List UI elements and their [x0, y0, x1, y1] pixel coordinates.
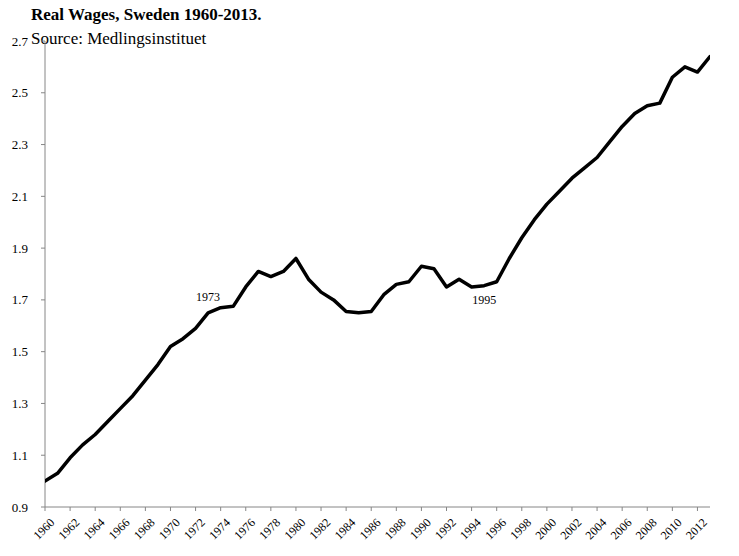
- x-tick: [546, 507, 547, 511]
- x-tick: [346, 507, 347, 511]
- x-tick-label: 1960: [30, 515, 57, 542]
- x-tick: [45, 507, 46, 511]
- x-tick: [220, 507, 221, 511]
- chart: Real Wages, Sweden 1960-2013. Source: Med…: [0, 0, 739, 556]
- x-axis: [45, 507, 710, 508]
- y-tick-label: 1.9: [12, 241, 28, 256]
- x-tick-label: 1998: [507, 515, 534, 542]
- x-tick: [295, 507, 296, 511]
- x-tick-label: 1978: [256, 515, 283, 542]
- x-tick-label: 1986: [357, 515, 384, 542]
- x-tick-label: 1976: [231, 515, 258, 542]
- x-tick-label: 2004: [583, 515, 610, 542]
- x-tick-label: 1984: [332, 515, 359, 542]
- x-tick: [697, 507, 698, 511]
- title: Real Wages, Sweden 1960-2013.: [31, 5, 262, 24]
- x-tick-label: 1964: [81, 515, 108, 542]
- x-tick-label: 1962: [56, 515, 83, 542]
- y-tick: [41, 299, 45, 300]
- x-tick: [245, 507, 246, 511]
- y-tick: [41, 351, 45, 352]
- x-tick-label: 1972: [181, 515, 208, 542]
- x-tick-label: 2006: [608, 515, 635, 542]
- y-tick: [41, 144, 45, 145]
- x-tick-label: 1996: [482, 515, 509, 542]
- x-tick: [95, 507, 96, 511]
- x-tick-label: 1974: [206, 515, 233, 542]
- x-tick: [70, 507, 71, 511]
- x-tick-label: 1992: [432, 515, 459, 542]
- y-tick-label: 1.7: [12, 292, 29, 307]
- y-tick: [41, 455, 45, 456]
- x-tick: [120, 507, 121, 511]
- y-tick: [41, 507, 45, 508]
- x-tick: [521, 507, 522, 511]
- x-tick: [270, 507, 271, 511]
- y-tick-label: 2.5: [12, 85, 28, 100]
- x-tick: [371, 507, 372, 511]
- y-tick-label: 2.7: [12, 34, 29, 49]
- y-tick: [41, 92, 45, 93]
- x-tick-label: 1990: [407, 515, 434, 542]
- x-tick-label: 2002: [557, 515, 584, 542]
- x-tick: [396, 507, 397, 511]
- x-tick-label: 1994: [457, 515, 484, 542]
- y-tick-label: 0.9: [12, 500, 28, 515]
- y-tick-label: 1.3: [12, 396, 28, 411]
- x-tick: [672, 507, 673, 511]
- y-tick-label: 1.5: [12, 344, 28, 359]
- x-tick: [321, 507, 322, 511]
- x-tick: [170, 507, 171, 511]
- x-tick: [145, 507, 146, 511]
- y-tick-label: 1.1: [12, 448, 28, 463]
- y-tick: [41, 41, 45, 42]
- x-tick-label: 2008: [633, 515, 660, 542]
- subtitle: Source: Medlingsinstituet: [31, 29, 206, 48]
- y-axis: [45, 41, 46, 507]
- x-tick-label: 1980: [281, 515, 308, 542]
- y-tick-label: 2.3: [12, 137, 28, 152]
- annotation: 1973: [196, 290, 220, 304]
- annotation: 1995: [472, 293, 496, 307]
- x-tick: [446, 507, 447, 511]
- x-tick-label: 1970: [156, 515, 183, 542]
- x-tick: [571, 507, 572, 511]
- x-tick: [496, 507, 497, 511]
- y-tick: [41, 196, 45, 197]
- y-tick-label: 2.1: [12, 189, 28, 204]
- y-tick: [41, 248, 45, 249]
- x-tick-label: 2012: [683, 515, 710, 542]
- x-tick-label: 1988: [382, 515, 409, 542]
- x-tick-label: 2000: [532, 515, 559, 542]
- line-series: [45, 57, 710, 482]
- x-tick: [471, 507, 472, 511]
- plot-area: [45, 57, 710, 482]
- x-tick: [647, 507, 648, 511]
- y-tick: [41, 403, 45, 404]
- x-tick: [622, 507, 623, 511]
- x-tick: [421, 507, 422, 511]
- x-tick: [195, 507, 196, 511]
- x-tick-label: 1968: [131, 515, 158, 542]
- x-tick-label: 1982: [307, 515, 334, 542]
- x-tick-label: 1966: [106, 515, 133, 542]
- x-tick: [597, 507, 598, 511]
- x-tick-label: 2010: [658, 515, 685, 542]
